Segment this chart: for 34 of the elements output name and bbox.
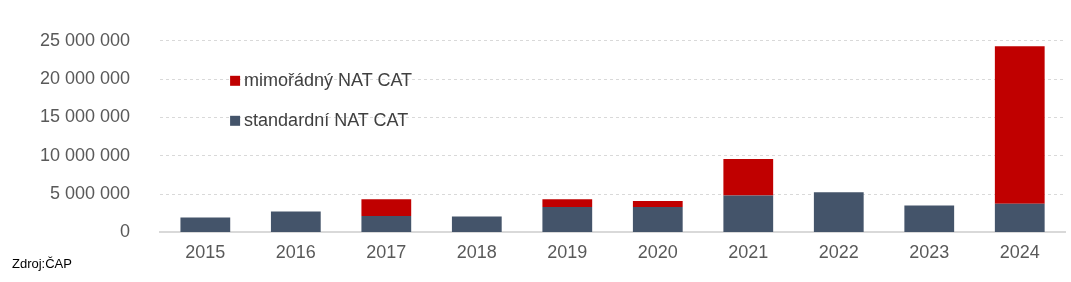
legend-label: standardní NAT CAT xyxy=(244,109,409,130)
bar xyxy=(542,199,593,208)
x-tick-label: 2020 xyxy=(637,242,678,263)
y-tick-label: 10 000 000 xyxy=(39,144,131,165)
x-tick-label: 2024 xyxy=(999,242,1040,263)
bar xyxy=(270,211,321,232)
y-tick-label: 15 000 000 xyxy=(39,106,131,127)
x-tick-label: 2023 xyxy=(909,242,950,263)
bar xyxy=(994,203,1045,232)
bar xyxy=(361,199,412,217)
x-tick-label: 2021 xyxy=(728,242,769,263)
text: Zdroj:ČAP xyxy=(12,256,72,271)
x-tick-label: 2022 xyxy=(818,242,859,263)
bar xyxy=(632,207,683,232)
bar xyxy=(361,216,412,232)
x-tick-label: 2018 xyxy=(456,242,497,263)
bar xyxy=(994,46,1045,204)
y-tick-label: 25 000 000 xyxy=(39,29,131,50)
legend-label: mimořádný NAT CAT xyxy=(244,69,413,90)
x-tick-label: 2019 xyxy=(547,242,588,263)
bar xyxy=(723,159,774,196)
y-tick-label: 20 000 000 xyxy=(39,68,131,89)
bar xyxy=(632,200,683,208)
bar xyxy=(451,216,502,232)
x-tick-label: 2016 xyxy=(275,242,316,263)
bar xyxy=(813,192,864,232)
bar xyxy=(723,195,774,232)
bar xyxy=(904,205,955,232)
y-tick-label: 0 xyxy=(120,221,131,242)
y-tick-label: 5 000 000 xyxy=(50,183,131,204)
x-tick-label: 2017 xyxy=(366,242,407,263)
bar xyxy=(180,217,231,232)
x-tick-label: 2015 xyxy=(185,242,226,263)
bar xyxy=(542,207,593,232)
